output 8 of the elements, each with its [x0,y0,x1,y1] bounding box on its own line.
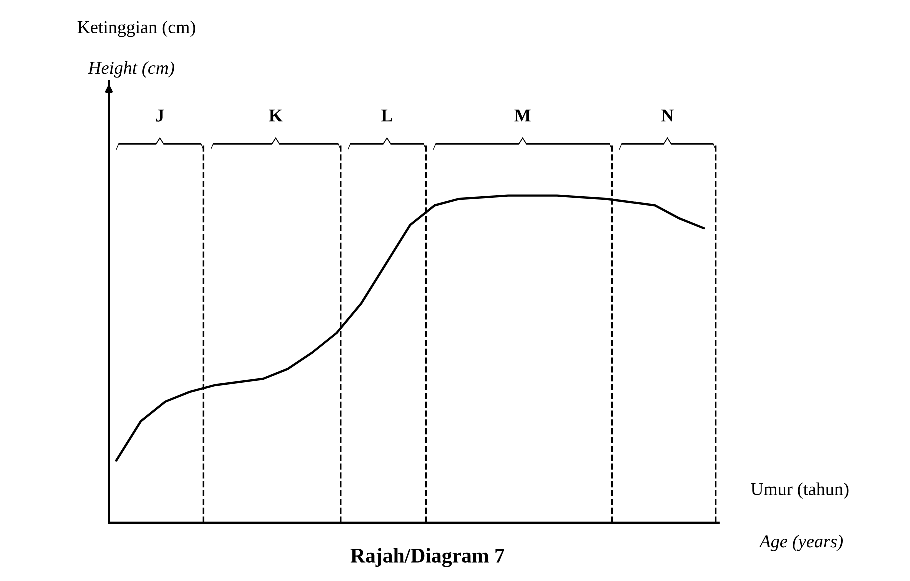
text: Umur (tahun) Age (years) [751,482,849,552]
text: M [514,110,531,122]
text: Rajah/Diagram 7 [350,548,504,568]
text: N [662,110,674,122]
text: L [382,110,392,122]
text: Ketinggian (cm) Height (cm) [78,20,196,78]
text: J [156,110,164,122]
text: K [269,110,283,122]
